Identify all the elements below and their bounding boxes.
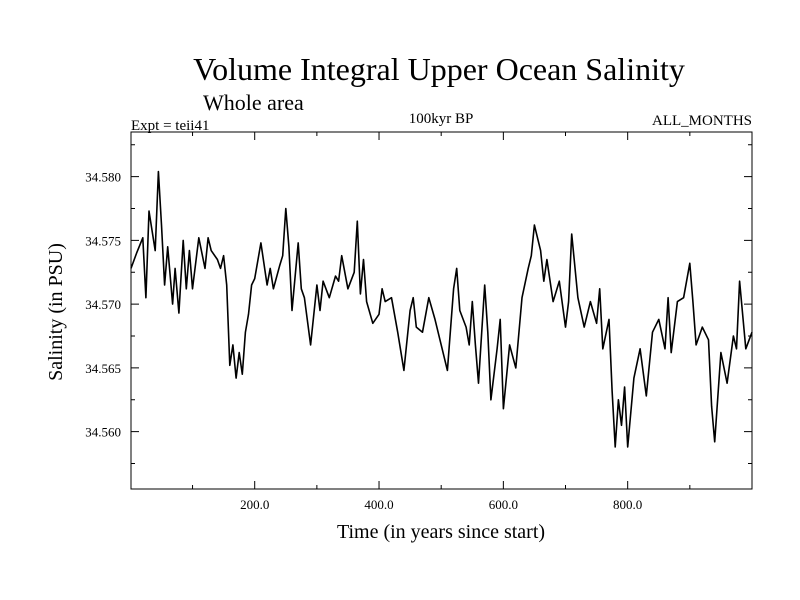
period-label: 100kyr BP [409,111,474,127]
x-tick-label: 200.0 [240,497,269,512]
months-label: ALL_MONTHS [652,113,752,129]
salinity-series-line [130,170,753,448]
y-axis-ticks: 34.560 34.565 34.570 34.575 34.580 [85,144,752,464]
plot-frame [130,131,753,490]
x-tick-label: 400.0 [364,497,393,512]
y-tick-label: 34.560 [85,425,121,440]
y-tick-label: 34.570 [85,297,121,312]
chart-subtitle: Whole area [203,90,304,115]
chart-title: Volume Integral Upper Ocean Salinity [193,51,685,87]
x-axis-label: Time (in years since start) [337,521,545,543]
y-tick-label: 34.580 [85,170,121,185]
x-axis-ticks: 200.0 400.0 600.0 800.0 [192,132,691,512]
y-tick-label: 34.575 [85,233,121,248]
x-tick-label: 600.0 [489,497,518,512]
experiment-label: Expt = teii41 [131,118,209,134]
x-tick-label: 800.0 [613,497,642,512]
y-tick-label: 34.565 [85,361,121,376]
y-axis-label: Salinity (in PSU) [45,243,67,381]
